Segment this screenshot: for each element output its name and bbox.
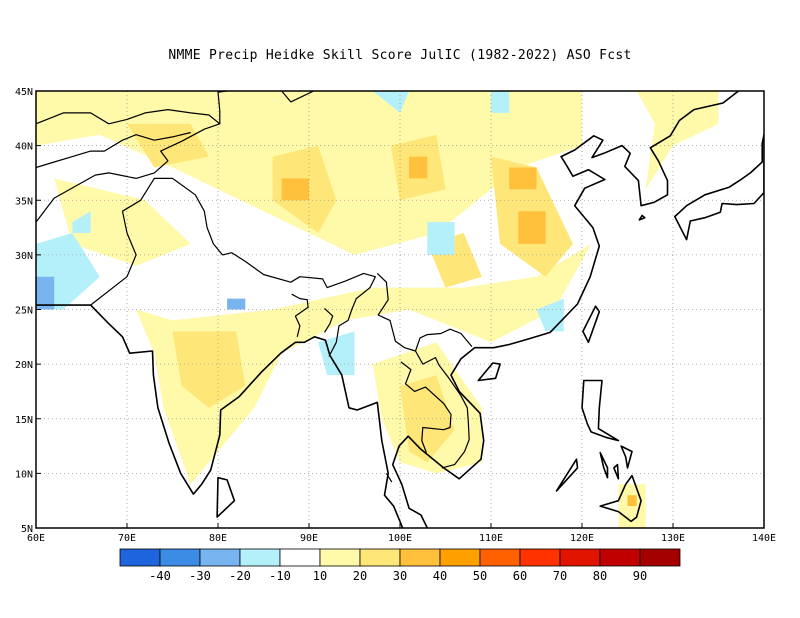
- score-region-40-3: [509, 167, 537, 190]
- colorbar-label: 40: [433, 569, 447, 583]
- score-region-30-3: [172, 331, 246, 408]
- tick-label-lat: 20N: [15, 360, 33, 371]
- colorbar-swatch-12: [599, 548, 641, 567]
- colorbar-swatch-9: [479, 548, 521, 567]
- tick-label-lon: 100E: [388, 533, 412, 544]
- score-region--20-0: [36, 276, 55, 310]
- longitude-axis: 60E 70E 80E 90E 100E 110E 120E 130E 140E: [27, 523, 776, 544]
- colorbar-swatch-11: [559, 548, 601, 567]
- border-10: [385, 473, 393, 483]
- border-4: [36, 131, 191, 169]
- coastline-10: [620, 445, 633, 469]
- tick-label-lat: 40N: [15, 142, 33, 153]
- tick-label-lat: 5N: [21, 524, 33, 535]
- tick-label-lon: 140E: [752, 533, 776, 544]
- border-8: [400, 361, 452, 453]
- colorbar-swatch-7: [399, 548, 441, 567]
- border-6: [281, 91, 314, 103]
- colorbar-label: -10: [269, 569, 291, 583]
- tick-label-lat: 35N: [15, 196, 33, 207]
- border-3: [36, 91, 228, 223]
- tick-label-lon: 120E: [570, 533, 594, 544]
- coastline-13: [638, 214, 646, 221]
- score-region--20-1: [227, 298, 246, 310]
- border-5: [36, 109, 221, 125]
- tick-label-lon: 110E: [479, 533, 503, 544]
- colorbar-label: -30: [189, 569, 211, 583]
- colorbar: -40 -30 -20 -10 10 20 30 40 50 60 70 80 90: [119, 548, 681, 583]
- colorbar-label: 90: [633, 569, 647, 583]
- score-region-20-4: [636, 91, 719, 190]
- coastlines: [36, 91, 764, 528]
- coastline-6: [674, 133, 764, 241]
- colorbar-swatch-13: [639, 548, 681, 567]
- colorbar-label: 20: [353, 569, 367, 583]
- tick-label-lon: 130E: [661, 533, 685, 544]
- colorbar-swatch-5: [319, 548, 361, 567]
- tick-label-lon: 60E: [27, 533, 45, 544]
- border-1: [291, 293, 309, 337]
- border-2: [323, 307, 334, 333]
- coastline-11: [599, 474, 642, 523]
- score-region--10-2: [427, 222, 455, 255]
- coastline-7: [581, 379, 620, 442]
- chart-title: NMME Precip Heidke Skill Score JulIC (19…: [168, 48, 632, 63]
- tick-label-lat: 45N: [15, 87, 33, 98]
- colorbar-label: 10: [313, 569, 327, 583]
- tick-label-lat: 25N: [15, 306, 33, 317]
- score-region-20-2: [136, 243, 592, 485]
- score-shading: [36, 91, 719, 528]
- score-region-30-4: [400, 375, 455, 463]
- tick-label-lon: 80E: [209, 533, 227, 544]
- tick-label-lat: 10N: [15, 469, 33, 480]
- country-borders: [36, 91, 569, 528]
- colorbar-label: 80: [593, 569, 607, 583]
- coastline-3: [477, 362, 501, 382]
- gridlines: [36, 91, 764, 528]
- colorbar-swatch-10: [519, 548, 561, 567]
- colorbar-label: 70: [553, 569, 567, 583]
- tick-label-lat: 15N: [15, 415, 33, 426]
- coastline-8: [599, 451, 609, 479]
- coastline-12: [555, 458, 579, 492]
- border-9: [414, 350, 470, 469]
- colorbar-swatch-6: [359, 548, 401, 567]
- latitude-axis: 5N 10N 15N 20N 25N 30N 35N 40N 45N: [15, 87, 41, 535]
- border-11: [567, 527, 569, 528]
- border-0: [90, 177, 376, 357]
- score-region--10-4: [536, 298, 564, 332]
- colorbar-swatch-8: [439, 548, 481, 567]
- score-region-40-2: [518, 211, 546, 244]
- colorbar-swatch-2: [199, 548, 241, 567]
- coastline-5: [216, 476, 236, 518]
- score-region-40-4: [627, 495, 637, 507]
- colorbar-swatch-0: [119, 548, 161, 567]
- colorbar-swatch-4: [279, 548, 321, 567]
- colorbar-label: 30: [393, 569, 407, 583]
- colorbar-swatch-1: [159, 548, 201, 567]
- score-region-40-1: [409, 156, 428, 179]
- coastline-0: [36, 304, 404, 528]
- colorbar-label: 50: [473, 569, 487, 583]
- score-region--10-3: [318, 331, 355, 376]
- tick-label-lat: 30N: [15, 251, 33, 262]
- coastline-4: [582, 305, 601, 344]
- score-region--10-5: [72, 211, 91, 233]
- colorbar-label: 60: [513, 569, 527, 583]
- score-region-30-5: [127, 123, 209, 168]
- score-region-40-0: [281, 178, 309, 201]
- border-7: [376, 272, 473, 352]
- tick-label-lon: 70E: [118, 533, 136, 544]
- colorbar-swatch-3: [239, 548, 281, 567]
- score-region--10-6: [491, 91, 510, 113]
- colorbar-label: -20: [229, 569, 251, 583]
- coastline-2: [391, 91, 739, 528]
- colorbar-label: -40: [149, 569, 171, 583]
- tick-label-lon: 90E: [300, 533, 318, 544]
- coastline-9: [613, 463, 620, 480]
